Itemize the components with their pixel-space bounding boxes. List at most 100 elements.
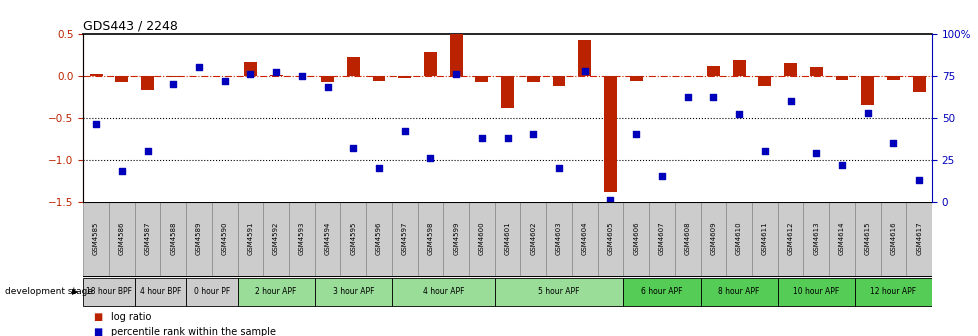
Bar	[501, 76, 513, 108]
Bar	[135, 202, 160, 276]
Point	[396, 128, 412, 134]
Bar	[115, 76, 128, 82]
Bar	[211, 202, 238, 276]
Text: 2 hour APF: 2 hour APF	[255, 287, 296, 296]
Bar	[809, 67, 822, 76]
Text: percentile rank within the sample: percentile rank within the sample	[111, 327, 276, 336]
Point	[191, 65, 206, 70]
Bar	[391, 202, 418, 276]
Point	[705, 95, 721, 100]
Bar	[391, 278, 494, 306]
Text: GSM4594: GSM4594	[325, 222, 331, 255]
Bar	[700, 202, 726, 276]
Text: GSM4590: GSM4590	[221, 222, 228, 255]
Bar	[520, 202, 546, 276]
Text: 4 hour APF: 4 hour APF	[422, 287, 464, 296]
Point	[499, 135, 514, 140]
Point	[113, 169, 129, 174]
Point	[525, 132, 541, 137]
Bar	[109, 202, 135, 276]
Text: GSM4587: GSM4587	[145, 222, 151, 255]
Text: GSM4586: GSM4586	[118, 222, 124, 255]
Text: GSM4610: GSM4610	[735, 222, 741, 255]
Bar	[340, 202, 366, 276]
Bar	[777, 202, 803, 276]
Bar	[263, 202, 289, 276]
Bar	[758, 76, 771, 86]
Bar	[186, 202, 211, 276]
Text: GSM4608: GSM4608	[684, 222, 689, 255]
Bar	[314, 278, 391, 306]
Text: GSM4588: GSM4588	[170, 222, 176, 255]
Bar	[648, 202, 674, 276]
Text: GDS443 / 2248: GDS443 / 2248	[83, 19, 178, 33]
Point	[551, 165, 566, 171]
Bar	[135, 278, 186, 306]
Text: 10 hour APF: 10 hour APF	[792, 287, 838, 296]
Bar	[751, 202, 777, 276]
Text: GSM4604: GSM4604	[581, 222, 587, 255]
Bar	[854, 202, 879, 276]
Text: 6 hour APF: 6 hour APF	[641, 287, 682, 296]
Text: GSM4603: GSM4603	[556, 222, 561, 255]
Text: GSM4598: GSM4598	[427, 222, 433, 255]
Text: GSM4613: GSM4613	[813, 222, 819, 255]
Bar	[674, 202, 700, 276]
Text: GSM4601: GSM4601	[504, 222, 511, 255]
Text: GSM4606: GSM4606	[633, 222, 639, 255]
Text: GSM4609: GSM4609	[710, 222, 716, 255]
Text: GSM4617: GSM4617	[915, 222, 921, 255]
Bar	[494, 278, 623, 306]
Point	[679, 95, 694, 100]
Point	[628, 132, 644, 137]
Bar	[803, 202, 828, 276]
Point	[653, 174, 669, 179]
Text: ■: ■	[93, 312, 102, 322]
Point	[293, 73, 309, 78]
Point	[781, 98, 797, 103]
Text: 0 hour PF: 0 hour PF	[194, 287, 230, 296]
Text: GSM4615: GSM4615	[864, 222, 869, 255]
Bar	[475, 76, 488, 82]
Point	[165, 81, 181, 87]
Point	[268, 70, 284, 75]
Text: 8 hour APF: 8 hour APF	[718, 287, 759, 296]
Bar	[700, 278, 777, 306]
Text: GSM4597: GSM4597	[401, 222, 407, 255]
Point	[243, 71, 258, 77]
Point	[885, 140, 901, 145]
Text: GSM4602: GSM4602	[530, 222, 536, 255]
Bar	[526, 76, 539, 82]
Point	[320, 85, 335, 90]
Point	[731, 112, 746, 117]
Text: GSM4591: GSM4591	[247, 222, 253, 255]
Bar	[732, 60, 745, 76]
Bar	[571, 202, 597, 276]
Bar	[886, 76, 899, 80]
Point	[756, 149, 772, 154]
Bar	[494, 202, 520, 276]
Bar	[597, 202, 623, 276]
Bar	[321, 76, 333, 82]
Bar	[603, 76, 616, 192]
Text: 12 hour APF: 12 hour APF	[869, 287, 915, 296]
Text: GSM4612: GSM4612	[786, 222, 793, 255]
Bar	[398, 76, 411, 78]
Bar	[783, 63, 796, 76]
Bar	[578, 40, 591, 76]
Point	[216, 78, 232, 83]
Bar	[449, 34, 463, 76]
Point	[473, 135, 489, 140]
Point	[448, 71, 464, 77]
Point	[576, 68, 592, 73]
Bar	[314, 202, 340, 276]
Text: GSM4599: GSM4599	[453, 222, 459, 255]
Point	[859, 110, 874, 115]
Bar	[141, 76, 154, 90]
Point	[140, 149, 156, 154]
Bar	[861, 76, 873, 105]
Bar	[854, 278, 931, 306]
Bar	[552, 76, 565, 86]
Point	[422, 155, 438, 161]
Text: 18 hour BPF: 18 hour BPF	[86, 287, 132, 296]
